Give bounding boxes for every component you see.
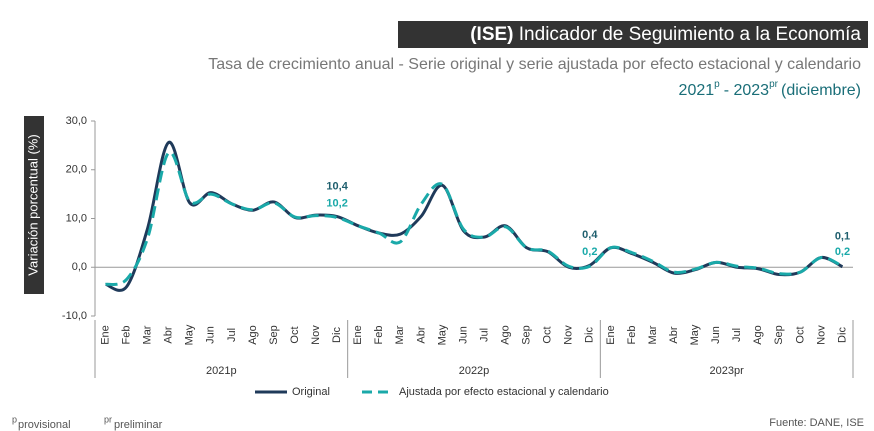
- series-line: [105, 151, 844, 286]
- x-tick-label: Ago: [752, 325, 764, 345]
- x-tick-label: Dic: [584, 327, 596, 343]
- period-part: (diciembre): [781, 82, 861, 99]
- x-tick-label: May: [436, 324, 448, 345]
- x-tick-label: Sep: [268, 325, 280, 345]
- x-tick-label: Nov: [310, 325, 322, 345]
- footnote-sup: pr: [104, 414, 112, 424]
- period-part: - 2023: [724, 82, 769, 99]
- x-tick-label: Oct: [794, 326, 806, 343]
- title-prefix: (ISE): [470, 24, 513, 45]
- period-part: 2021: [679, 82, 715, 99]
- footnote-sup: p: [12, 414, 17, 424]
- y-tick-label: 20,0: [66, 164, 87, 176]
- y-tick-label: 10,0: [66, 212, 87, 224]
- footnote: preliminar: [114, 419, 163, 431]
- x-tick-label: Jul: [731, 328, 743, 342]
- x-tick-label: Ago: [247, 325, 259, 345]
- x-tick-label: Mar: [394, 325, 406, 344]
- x-tick-label: Mar: [142, 325, 154, 344]
- x-tick-label: Abr: [415, 326, 427, 343]
- value-label: 0,1: [835, 231, 850, 243]
- x-tick-label: Oct: [542, 326, 554, 343]
- legend-label: Original: [292, 386, 330, 398]
- y-axis-label: Variación porcentual (%): [25, 134, 40, 275]
- x-tick-label: Jun: [710, 326, 722, 344]
- x-tick-label: Sep: [773, 325, 785, 345]
- group-label: 2022p: [459, 365, 490, 377]
- x-tick-label: Ene: [352, 325, 364, 345]
- x-tick-label: Dic: [836, 327, 848, 343]
- title-box: [398, 21, 868, 48]
- value-label: 10,2: [326, 197, 347, 209]
- period: 2021p - 2023pr (diciembre): [679, 79, 861, 100]
- value-label: 0,4: [582, 229, 598, 241]
- legend-label: Ajustada por efecto estacional y calenda…: [399, 386, 609, 398]
- title-main: Indicador de Seguimiento a la Economía: [519, 24, 862, 45]
- period-sup: p: [714, 79, 720, 90]
- x-tick-label: Feb: [120, 326, 132, 345]
- series-line: [105, 140, 844, 292]
- x-tick-label: Ene: [605, 325, 617, 345]
- x-tick-label: Nov: [815, 325, 827, 345]
- x-tick-label: Oct: [289, 326, 301, 343]
- y-tick-label: 30,0: [66, 115, 87, 127]
- x-tick-label: Abr: [163, 326, 175, 343]
- x-tick-label: Jul: [226, 328, 238, 342]
- y-tick-label: -10,0: [62, 310, 87, 322]
- x-tick-label: Jun: [205, 326, 217, 344]
- x-tick-label: Abr: [668, 326, 680, 343]
- y-label-box: [24, 116, 44, 294]
- x-tick-label: May: [689, 324, 701, 345]
- chart-title: (ISE) Indicador de Seguimiento a la Econ…: [470, 24, 861, 45]
- x-tick-label: Sep: [521, 325, 533, 345]
- period-sup: pr: [769, 79, 779, 90]
- x-tick-label: Feb: [626, 326, 638, 345]
- x-tick-label: Mar: [647, 325, 659, 344]
- group-label: 2023pr: [710, 365, 745, 377]
- chart-subtitle: Tasa de crecimiento anual - Serie origin…: [208, 56, 861, 73]
- source: Fuente: DANE, ISE: [769, 417, 864, 429]
- group-label: 2021p: [206, 365, 237, 377]
- value-label: 0,2: [835, 246, 850, 258]
- x-tick-label: Dic: [331, 327, 343, 343]
- x-tick-label: Ene: [99, 325, 111, 345]
- x-tick-label: Jul: [478, 328, 490, 342]
- value-label: 10,4: [326, 180, 348, 192]
- y-tick-label: 0,0: [72, 261, 87, 273]
- x-tick-label: Feb: [373, 326, 385, 345]
- value-label: 0,2: [582, 246, 597, 258]
- x-tick-label: Ago: [499, 325, 511, 345]
- footnote: provisional: [18, 419, 71, 431]
- x-tick-label: Nov: [563, 325, 575, 345]
- x-tick-label: May: [184, 324, 196, 345]
- x-tick-label: Jun: [457, 326, 469, 344]
